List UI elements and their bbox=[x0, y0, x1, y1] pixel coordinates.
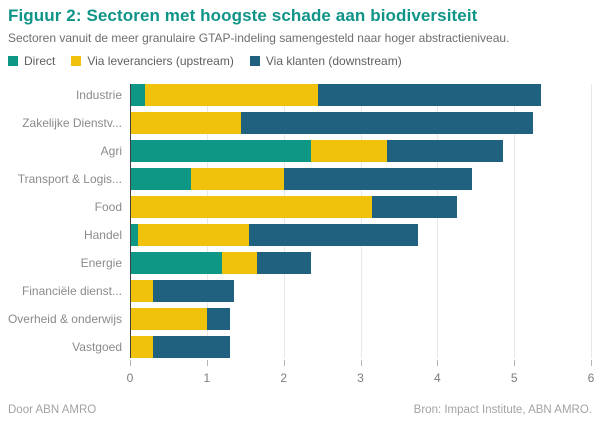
x-axis: 0 1 2 3 4 5 6 bbox=[127, 358, 594, 398]
category-label: Industrie bbox=[75, 88, 122, 102]
category-label: Food bbox=[94, 200, 122, 214]
tick-label: 6 bbox=[587, 371, 595, 385]
category-label: Overheid & onderwijs bbox=[7, 312, 122, 326]
tick-label: 3 bbox=[357, 371, 364, 385]
legend: Direct Via leveranciers (upstream) Via k… bbox=[8, 54, 402, 68]
tick-label: 0 bbox=[126, 371, 134, 385]
bar-row bbox=[130, 196, 591, 218]
tick-mark bbox=[360, 360, 362, 366]
tick-label: 5 bbox=[510, 371, 518, 385]
bar-segment bbox=[318, 84, 542, 106]
legend-label-upstream: Via leveranciers (upstream) bbox=[87, 54, 234, 68]
footer: Door ABN AMRO Bron: Impact Institute, AB… bbox=[8, 404, 592, 416]
figure-subtitle: Sectoren vanuit de meer granulaire GTAP-… bbox=[8, 31, 510, 45]
tick-mark bbox=[206, 360, 208, 366]
bar-row bbox=[130, 280, 591, 302]
category-label: Handel bbox=[83, 228, 122, 242]
bar-segment bbox=[372, 196, 457, 218]
bar-segment bbox=[130, 308, 207, 330]
bar-row bbox=[130, 168, 591, 190]
bar-segment bbox=[283, 168, 472, 190]
bar-row bbox=[130, 84, 591, 106]
tick-mark bbox=[591, 360, 592, 366]
bar-segment bbox=[130, 168, 192, 190]
tick-label: 4 bbox=[433, 371, 441, 385]
category-label: Agri bbox=[100, 144, 122, 158]
category-label: Financiële dienst... bbox=[21, 284, 122, 298]
gridline-x1 bbox=[206, 84, 208, 358]
bar-segment bbox=[310, 140, 388, 162]
bar-segment bbox=[137, 224, 250, 246]
bar-segment bbox=[256, 252, 311, 274]
bar-row bbox=[130, 252, 591, 274]
bar-row bbox=[130, 224, 591, 246]
tick-label: 1 bbox=[203, 371, 211, 385]
legend-label-downstream: Via klanten (downstream) bbox=[265, 54, 402, 68]
bar-segment bbox=[130, 84, 146, 106]
gridline-x4 bbox=[437, 84, 439, 358]
upstream-swatch-icon bbox=[71, 56, 82, 66]
bar-segment bbox=[241, 112, 534, 134]
bar-segment bbox=[130, 140, 311, 162]
bar-segment bbox=[130, 224, 138, 246]
tick-mark bbox=[283, 360, 285, 366]
category-label: Vastgoed bbox=[72, 340, 122, 354]
tick-mark bbox=[514, 360, 516, 366]
bar-row bbox=[130, 140, 591, 162]
direct-swatch-icon bbox=[8, 56, 18, 66]
bar-segment bbox=[130, 252, 223, 274]
bar-segment bbox=[130, 336, 154, 358]
category-label: Energie bbox=[80, 256, 122, 270]
bar-segment bbox=[145, 84, 319, 106]
bar-segment bbox=[130, 196, 373, 218]
tick-mark bbox=[130, 360, 131, 366]
bar-segment bbox=[130, 112, 242, 134]
figure-title: Figuur 2: Sectoren met hoogste schade aa… bbox=[8, 6, 478, 25]
bar-segment bbox=[222, 252, 257, 274]
downstream-swatch-icon bbox=[249, 56, 260, 66]
legend-item-downstream[interactable]: Via klanten (downstream) bbox=[249, 54, 402, 68]
bar-segment bbox=[130, 280, 154, 302]
y-axis-line bbox=[130, 84, 131, 358]
tick-label: 2 bbox=[280, 371, 287, 385]
gridline-x6 bbox=[591, 84, 592, 358]
legend-label-direct: Direct bbox=[24, 54, 56, 68]
category-label: Zakelijke Dienstv... bbox=[22, 116, 122, 130]
tick-mark bbox=[437, 360, 439, 366]
bar-segment bbox=[206, 308, 230, 330]
bar-row bbox=[130, 308, 591, 330]
bar-segment bbox=[191, 168, 284, 190]
legend-item-upstream[interactable]: Via leveranciers (upstream) bbox=[71, 54, 234, 68]
legend-item-direct[interactable]: Direct bbox=[8, 54, 55, 68]
bar-row bbox=[130, 336, 591, 358]
bar-segment bbox=[249, 224, 419, 246]
gridline-x2 bbox=[283, 84, 285, 358]
byline: Door ABN AMRO bbox=[8, 404, 97, 416]
bar-chart-plot-area bbox=[130, 84, 592, 358]
bar-row bbox=[130, 112, 591, 134]
bar-segment bbox=[387, 140, 503, 162]
category-label: Transport & Logis... bbox=[17, 172, 122, 186]
source-credit: Bron: Impact Institute, ABN AMRO. bbox=[413, 404, 592, 416]
bar-segment bbox=[153, 336, 230, 358]
gridline-x5 bbox=[514, 84, 516, 358]
bar-segment bbox=[153, 280, 234, 302]
gridline-x3 bbox=[360, 84, 362, 358]
